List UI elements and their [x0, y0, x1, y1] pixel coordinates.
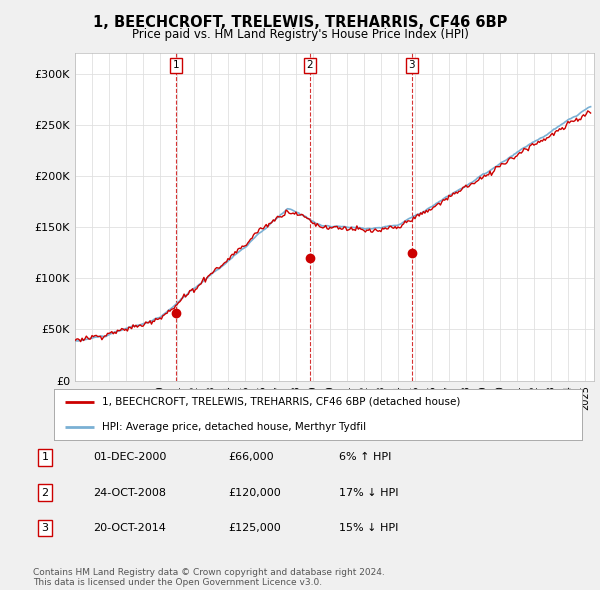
Text: £125,000: £125,000	[228, 523, 281, 533]
Text: 15% ↓ HPI: 15% ↓ HPI	[339, 523, 398, 533]
Text: 1: 1	[172, 60, 179, 70]
Text: 24-OCT-2008: 24-OCT-2008	[93, 488, 166, 497]
Text: 20-OCT-2014: 20-OCT-2014	[93, 523, 166, 533]
Text: 3: 3	[41, 523, 49, 533]
Text: 1, BEECHCROFT, TRELEWIS, TREHARRIS, CF46 6BP (detached house): 1, BEECHCROFT, TRELEWIS, TREHARRIS, CF46…	[101, 397, 460, 407]
Text: Contains HM Land Registry data © Crown copyright and database right 2024.
This d: Contains HM Land Registry data © Crown c…	[33, 568, 385, 587]
Text: £66,000: £66,000	[228, 453, 274, 462]
Text: 01-DEC-2000: 01-DEC-2000	[93, 453, 166, 462]
Text: 17% ↓ HPI: 17% ↓ HPI	[339, 488, 398, 497]
Text: 3: 3	[409, 60, 415, 70]
Text: HPI: Average price, detached house, Merthyr Tydfil: HPI: Average price, detached house, Mert…	[101, 422, 365, 432]
Text: £120,000: £120,000	[228, 488, 281, 497]
Text: 2: 2	[41, 488, 49, 497]
Text: 1, BEECHCROFT, TRELEWIS, TREHARRIS, CF46 6BP: 1, BEECHCROFT, TRELEWIS, TREHARRIS, CF46…	[93, 15, 507, 30]
Text: Price paid vs. HM Land Registry's House Price Index (HPI): Price paid vs. HM Land Registry's House …	[131, 28, 469, 41]
Text: 2: 2	[307, 60, 313, 70]
Text: 6% ↑ HPI: 6% ↑ HPI	[339, 453, 391, 462]
Text: 1: 1	[41, 453, 49, 462]
